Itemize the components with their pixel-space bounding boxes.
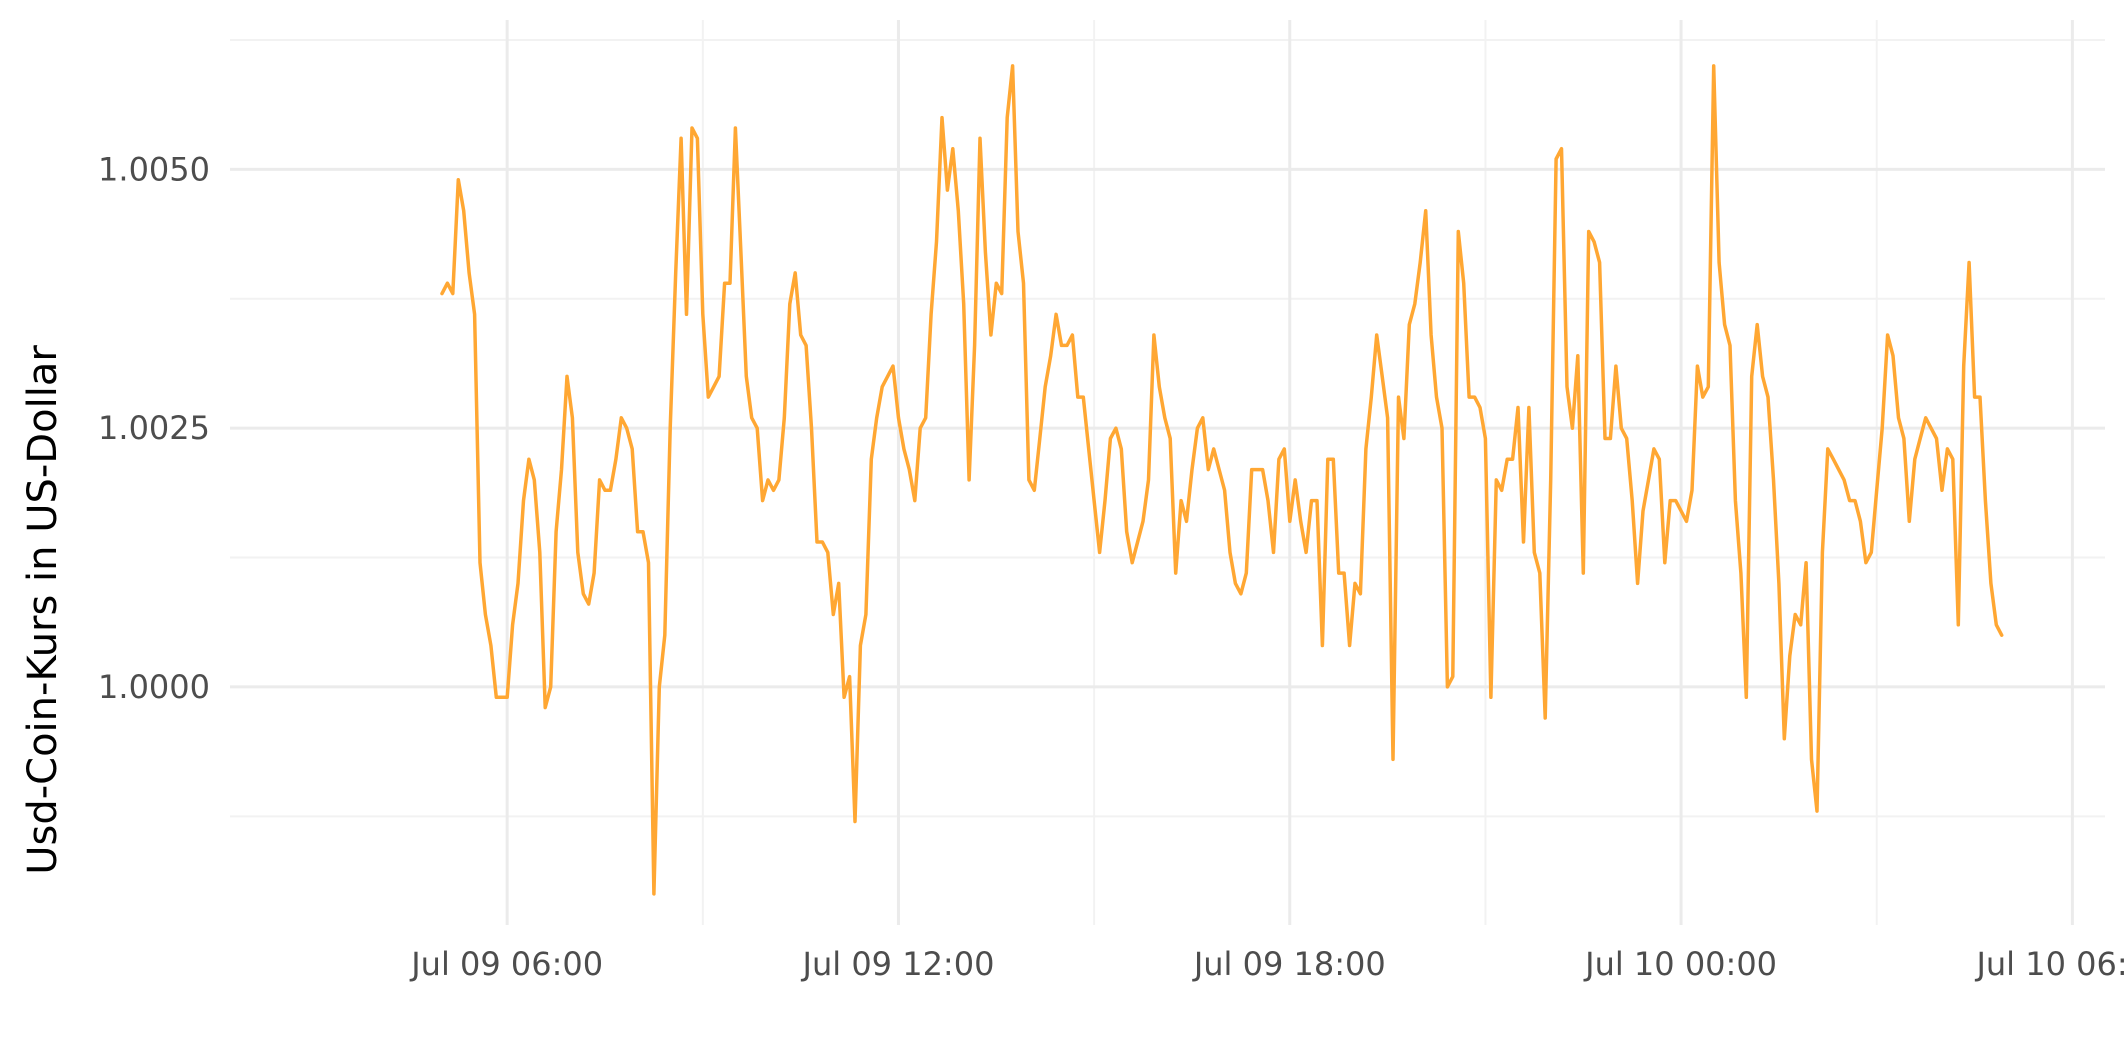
- major-grid: [230, 20, 2105, 925]
- y-tick-label: 1.0025: [98, 409, 210, 447]
- y-tick-label: 1.0000: [98, 668, 210, 706]
- x-axis-ticks: Jul 09 06:00 Jul 09 12:00 Jul 09 18:00 Jul …: [409, 945, 2125, 983]
- x-tick-label: Jul 09 12:00: [801, 945, 995, 983]
- minor-grid: [230, 20, 2105, 925]
- y-axis-ticks: 1.0000 1.0025 1.0050: [98, 150, 210, 706]
- x-tick-label: Jul 09 06:00: [409, 945, 603, 983]
- x-tick-label: Jul 10 06:00: [1974, 945, 2125, 983]
- series-group: [440, 64, 2004, 896]
- x-tick-label: Jul 10 00:00: [1583, 945, 1777, 983]
- x-tick-label: Jul 09 18:00: [1192, 945, 1386, 983]
- price-series-line: [440, 64, 2004, 896]
- y-tick-label: 1.0050: [98, 150, 210, 188]
- y-axis-title: Usd-Coin-Kurs in US-Dollar: [20, 345, 66, 875]
